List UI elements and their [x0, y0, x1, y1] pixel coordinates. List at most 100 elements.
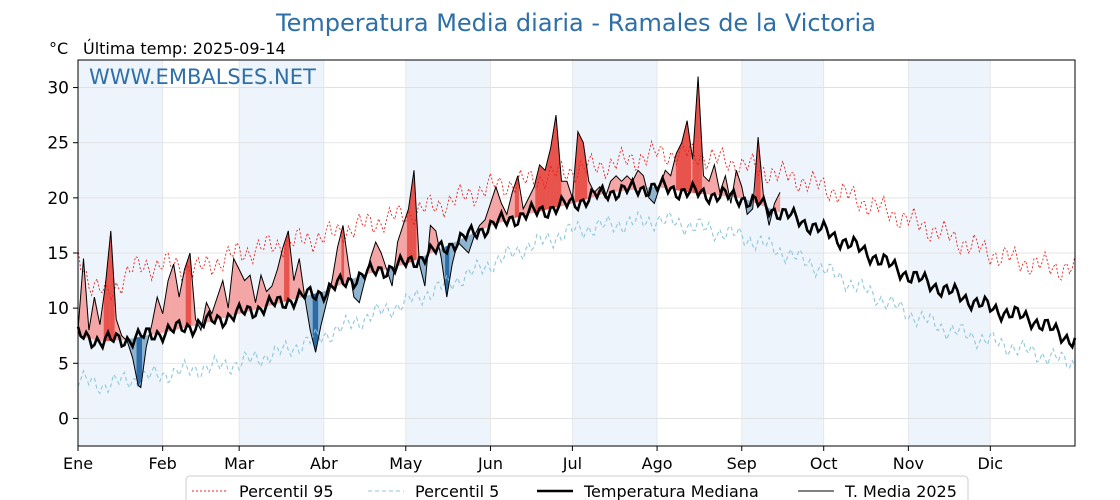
above-median-fill: [565, 181, 568, 206]
x-tick-label: Abr: [310, 454, 338, 473]
above-median-fill: [707, 179, 710, 195]
below-median-fill: [312, 293, 315, 347]
above-median-fill: [577, 131, 580, 202]
below-median-fill: [315, 293, 318, 353]
legend: Percentil 95 Percentil 5 Temperatura Media…: [185, 475, 969, 500]
chart-title: Temperatura Media diaria - Ramales de la…: [275, 9, 876, 37]
above-median-fill: [684, 126, 686, 192]
below-median-fill: [311, 294, 314, 342]
below-median-fill: [651, 187, 654, 203]
median-line: [76, 174, 1077, 352]
above-median-fill: [615, 175, 618, 192]
above-median-fill: [375, 241, 378, 272]
above-median-fill: [548, 148, 551, 210]
legend-label-p95: Percentil 95: [239, 482, 334, 500]
above-median-fill: [617, 176, 620, 192]
x-tick-label: Dic: [978, 454, 1004, 473]
below-median-fill: [139, 336, 142, 388]
above-median-fill: [241, 274, 244, 314]
y-tick-label: 25: [47, 134, 69, 154]
x-tick-label: Sep: [727, 454, 757, 473]
percentile-95-line: [77, 139, 1076, 302]
above-median-fill: [543, 168, 546, 211]
above-median-fill: [637, 169, 640, 190]
above-median-fill: [170, 268, 173, 331]
above-median-fill: [676, 150, 678, 191]
above-median-fill: [680, 142, 682, 192]
above-median-fill: [542, 167, 544, 211]
above-median-fill: [538, 164, 540, 212]
above-median-fill: [677, 148, 680, 191]
x-tick-label: Nov: [893, 454, 924, 473]
above-median-fill: [667, 172, 670, 190]
above-median-fill: [639, 171, 641, 190]
above-median-fill: [550, 139, 553, 209]
above-median-fill: [613, 176, 615, 192]
legend-label-p5: Percentil 5: [415, 482, 499, 500]
above-median-fill: [579, 134, 581, 202]
above-median-fill: [221, 280, 223, 319]
y-tick-label: 0: [58, 409, 69, 429]
above-median-fill: [402, 221, 405, 265]
above-median-fill: [185, 261, 188, 328]
above-median-fill: [234, 261, 237, 316]
below-median-fill: [137, 336, 140, 387]
above-median-fill: [581, 139, 584, 201]
above-median-fill: [494, 186, 497, 225]
above-median-fill: [167, 276, 170, 332]
above-median-fill: [495, 186, 498, 225]
x-tick-label: Mar: [224, 454, 255, 473]
above-median-fill: [614, 175, 617, 192]
above-median-fill: [243, 277, 245, 313]
legend-box: [185, 475, 969, 500]
percentile-5-line: [77, 210, 1076, 395]
above-median-fill: [539, 164, 542, 212]
above-median-fill: [516, 175, 518, 218]
x-axis: Ene Feb Mar Abr May Jun Jul Ago Sep Oct Nov Dic: [63, 446, 1003, 473]
above-median-fill: [182, 269, 185, 329]
x-tick-label: Jun: [477, 454, 503, 473]
y-tick-label: 15: [47, 244, 69, 264]
legend-label-median: Temperatura Mediana: [583, 482, 759, 500]
watermark-text: WWW.EMBALSES.NET: [89, 65, 316, 89]
unit-label: °C: [49, 39, 68, 58]
above-median-fill: [554, 115, 557, 208]
above-median-fill: [169, 272, 172, 332]
above-median-fill: [157, 297, 159, 334]
y-tick-label: 30: [47, 79, 69, 99]
above-median-fill: [172, 263, 174, 331]
x-tick-label: Jul: [562, 454, 582, 473]
above-median-fill: [682, 131, 685, 192]
above-median-fill: [406, 208, 409, 264]
x-tick-label: Ago: [642, 454, 673, 473]
above-median-fill: [404, 217, 406, 265]
above-median-fill: [434, 229, 437, 252]
last-temp-label: Última temp: 2025-09-14: [83, 39, 286, 58]
y-axis: 0 5 10 15 20 25 30: [47, 79, 78, 429]
above-median-fill: [514, 179, 517, 219]
below-median-fill: [314, 293, 316, 353]
above-median-fill: [184, 265, 187, 328]
above-median-fill: [547, 153, 550, 210]
above-median-fill: [546, 159, 549, 210]
above-median-fill: [540, 165, 543, 212]
above-median-fill: [341, 225, 344, 285]
above-median-fill: [611, 178, 614, 193]
x-tick-label: Feb: [149, 454, 177, 473]
above-median-fill: [561, 181, 564, 207]
above-median-fill: [551, 131, 554, 209]
x-tick-label: Oct: [810, 454, 838, 473]
above-median-fill: [580, 137, 583, 202]
above-median-fill: [279, 252, 282, 303]
legend-label-t2025: T. Media 2025: [844, 482, 957, 500]
above-median-fill: [411, 179, 413, 262]
above-median-fill: [233, 258, 236, 316]
t-media-2025-line: [77, 76, 781, 389]
above-median-fill: [513, 184, 516, 219]
y-tick-label: 5: [58, 354, 69, 374]
series-lines: [76, 76, 1077, 395]
above-median-fill: [681, 137, 684, 192]
x-tick-label: Ene: [63, 454, 93, 473]
y-tick-label: 10: [47, 299, 69, 319]
